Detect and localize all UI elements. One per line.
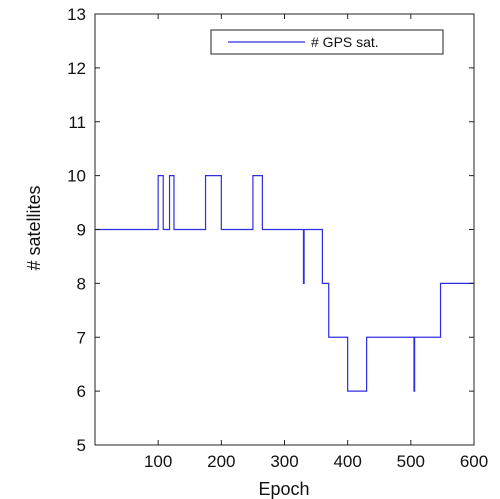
- x-tick-label: 200: [207, 452, 235, 471]
- y-tick-label: 5: [77, 436, 86, 455]
- legend-label: # GPS sat.: [311, 34, 379, 50]
- x-tick-label: 100: [144, 452, 172, 471]
- x-tick-label: 600: [460, 452, 488, 471]
- x-tick-label: 300: [270, 452, 298, 471]
- y-tick-label: 10: [67, 167, 86, 186]
- y-tick-label: 7: [77, 328, 86, 347]
- y-tick-label: 9: [77, 221, 86, 240]
- x-tick-label: 500: [397, 452, 425, 471]
- x-tick-label: 400: [333, 452, 361, 471]
- series-line-0: [95, 175, 474, 392]
- y-axis-label: # satellites: [24, 185, 44, 270]
- ticks-layer: 100 200 300 400 500 600 5 6 7 8 9 10 11 12 13: [67, 5, 488, 471]
- x-axis-label: Epoch: [258, 479, 309, 499]
- legend: # GPS sat.: [210, 29, 444, 55]
- y-tick-label: 13: [67, 5, 86, 24]
- y-tick-label: 11: [68, 113, 86, 132]
- y-tick-label: 8: [77, 274, 86, 293]
- plot-area: [94, 13, 475, 446]
- y-tick-label: 6: [77, 382, 86, 401]
- y-tick-label: 12: [67, 59, 86, 78]
